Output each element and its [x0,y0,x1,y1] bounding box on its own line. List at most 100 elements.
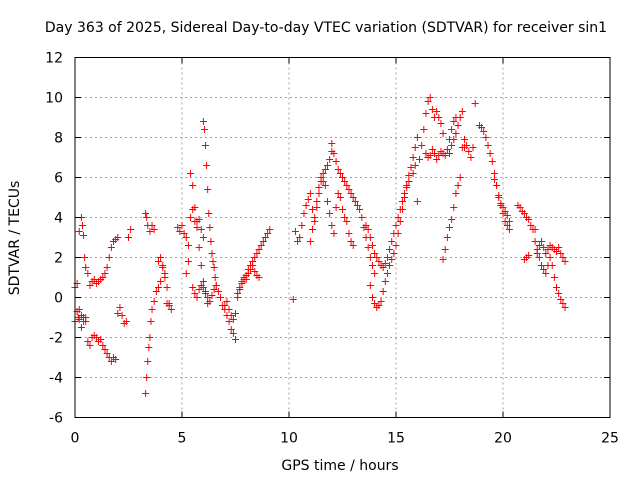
data-point [326,156,334,163]
data-point [535,242,543,249]
data-point [347,238,355,245]
y-tick-label: 10 [45,91,63,107]
data-point [533,250,541,257]
x-tick-label: 0 [71,431,80,447]
data-point [309,206,317,213]
data-point [103,350,111,357]
data-point [210,286,218,293]
data-point [118,312,126,319]
data-point [144,358,152,365]
data-point [332,204,340,211]
data-point [505,218,513,225]
data-point [377,298,385,305]
data-point [448,142,456,149]
data-point [212,282,220,289]
data-point [321,182,329,189]
data-point [343,182,351,189]
data-point [379,264,387,271]
data-point [390,230,398,237]
data-point [92,334,100,341]
data-point [490,176,498,183]
data-point [394,214,402,221]
data-point [107,244,115,251]
data-point [232,336,239,343]
data-point [266,226,274,233]
data-point [411,162,419,169]
series-arc-r [362,178,413,271]
data-point [371,270,379,277]
series-arc-q [366,134,421,311]
y-tick-label: -4 [49,371,63,387]
data-point [336,170,344,177]
data-point [388,238,396,245]
data-point [232,310,239,317]
series-arc-g [154,254,173,309]
data-point [334,190,342,197]
data-point [368,294,376,301]
data-point [368,262,376,269]
data-point [405,172,413,179]
data-point [332,158,340,165]
data-point [306,190,314,197]
data-point [199,118,207,125]
data-point [330,150,338,157]
data-point [538,262,546,269]
y-tick-label: 12 [45,51,63,67]
data-point [251,254,259,261]
data-point [452,190,460,197]
data-point [544,246,552,253]
data-point [191,204,199,211]
data-point [142,390,150,397]
data-point [396,218,404,225]
data-point [246,266,254,273]
data-point [448,216,456,223]
data-point [437,120,445,127]
data-point [107,358,115,365]
data-point [426,152,434,159]
series-arc-x [490,176,513,225]
data-point [557,250,565,257]
data-point [147,318,155,325]
data-point [439,256,447,263]
data-point [255,274,263,281]
data-point [413,198,421,205]
data-point [542,270,550,277]
data-point [433,156,441,163]
data-point [403,184,411,191]
data-point [81,254,89,261]
data-point [249,262,257,269]
data-point [366,254,374,261]
data-point [392,242,400,249]
data-point [328,140,336,147]
data-point [334,166,342,173]
data-point [313,198,321,205]
data-point [364,226,372,233]
data-point [161,274,169,281]
data-point [204,294,212,301]
x-tick-label: 5 [178,431,187,447]
data-point [206,224,214,231]
data-point [388,256,396,263]
data-point [482,134,490,141]
data-point [450,136,458,143]
data-point [261,234,269,241]
series-arc-o [306,170,357,249]
data-point [202,288,210,295]
data-point [229,316,237,323]
data-point [450,118,458,125]
data-point [195,244,203,251]
data-point [428,146,436,153]
data-point [146,334,154,341]
data-point [165,302,173,309]
data-point [148,222,156,229]
data-point [114,310,122,317]
data-point [390,250,398,257]
data-point [503,212,511,219]
data-point [448,126,456,133]
data-point [426,94,434,101]
y-tick-label: 8 [54,131,63,147]
data-points [71,94,569,397]
data-point [225,306,233,313]
series-arc-v [446,100,479,161]
data-point [375,258,383,265]
